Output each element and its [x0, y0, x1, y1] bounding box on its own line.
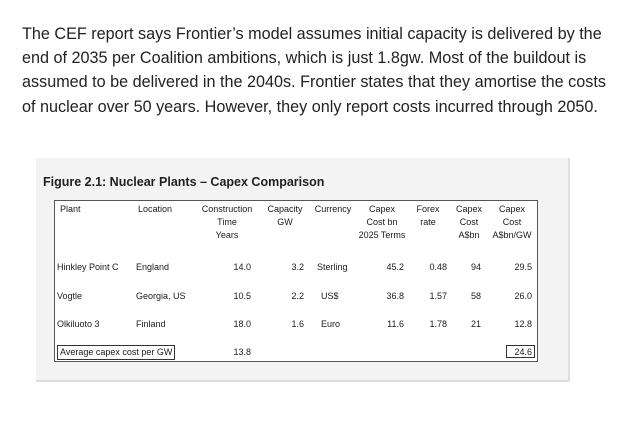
row1-construction: 14.0 — [233, 262, 251, 272]
header-forex-2: rate — [420, 217, 436, 227]
row1-plant: Hinkley Point C — [57, 262, 119, 272]
row3-capacity: 1.6 — [291, 319, 304, 329]
header-plant: Plant — [60, 204, 81, 214]
row3-currency: Euro — [321, 319, 341, 329]
row3-capex-aud: 21 — [470, 319, 481, 329]
row1-capex-aud: 94 — [470, 262, 481, 272]
body-paragraph: The CEF report says Frontier’s model ass… — [22, 25, 606, 116]
row2-capex-bn: 36.8 — [386, 291, 404, 301]
header-capex-aud-3: A$bn — [458, 230, 480, 240]
header-capex-aud-1: Capex — [455, 204, 483, 214]
header-forex-1: Forex — [416, 204, 440, 214]
row3-forex: 1.78 — [429, 319, 447, 329]
header-construction-2: Time — [217, 217, 237, 227]
average-capex-label: Average capex cost per GW — [57, 345, 176, 360]
average-construction-time: 13.8 — [233, 347, 251, 357]
header-capex-per-gw-3: A$bn/GW — [492, 230, 532, 240]
row3-location: Finland — [136, 319, 166, 329]
row2-currency: US$ — [321, 291, 339, 301]
header-capacity-2: GW — [277, 217, 293, 227]
row3-plant: Olkiluoto 3 — [57, 319, 100, 329]
header-currency: Currency — [314, 204, 352, 214]
header-capex-bn-1: Capex — [368, 204, 396, 214]
row1-capacity: 3.2 — [291, 262, 304, 272]
row2-forex: 1.57 — [429, 291, 447, 301]
row2-location: Georgia, US — [136, 291, 186, 301]
figure-nuclear-capex: Figure 2.1: Nuclear Plants – Capex Compa… — [36, 158, 570, 382]
row2-plant: Vogtle — [57, 291, 83, 301]
row1-currency: Sterling — [317, 262, 348, 272]
row1-location: England — [136, 262, 170, 272]
row3-construction: 18.0 — [233, 319, 251, 329]
header-construction-1: Construction — [201, 204, 253, 214]
average-capex-per-gw: 24.6 — [506, 345, 535, 358]
row2-capex-aud: 58 — [470, 291, 481, 301]
row1-capex-per-gw: 29.5 — [514, 262, 532, 272]
figure-title: Figure 2.1: Nuclear Plants – Capex Compa… — [43, 175, 325, 189]
header-capex-aud-2: Cost — [459, 217, 479, 227]
capex-table: Plant Location Construction Time Years C… — [54, 200, 538, 362]
header-construction-3: Years — [215, 230, 239, 240]
header-capex-bn-3: 2025 Terms — [358, 230, 406, 240]
row3-capex-bn: 11.6 — [387, 319, 404, 329]
header-capex-per-gw-1: Capex — [498, 204, 526, 214]
row3-capex-per-gw: 12.8 — [514, 319, 532, 329]
header-location: Location — [138, 204, 173, 214]
row1-capex-bn: 45.2 — [386, 262, 404, 272]
header-capacity-1: Capacity — [267, 204, 303, 214]
row2-capex-per-gw: 26.0 — [514, 291, 532, 301]
row2-construction: 10.5 — [233, 291, 251, 301]
header-capex-bn-2: Cost bn — [366, 217, 398, 227]
row1-forex: 0.48 — [429, 262, 447, 272]
header-capex-per-gw-2: Cost — [502, 217, 522, 227]
row2-capacity: 2.2 — [291, 291, 304, 301]
